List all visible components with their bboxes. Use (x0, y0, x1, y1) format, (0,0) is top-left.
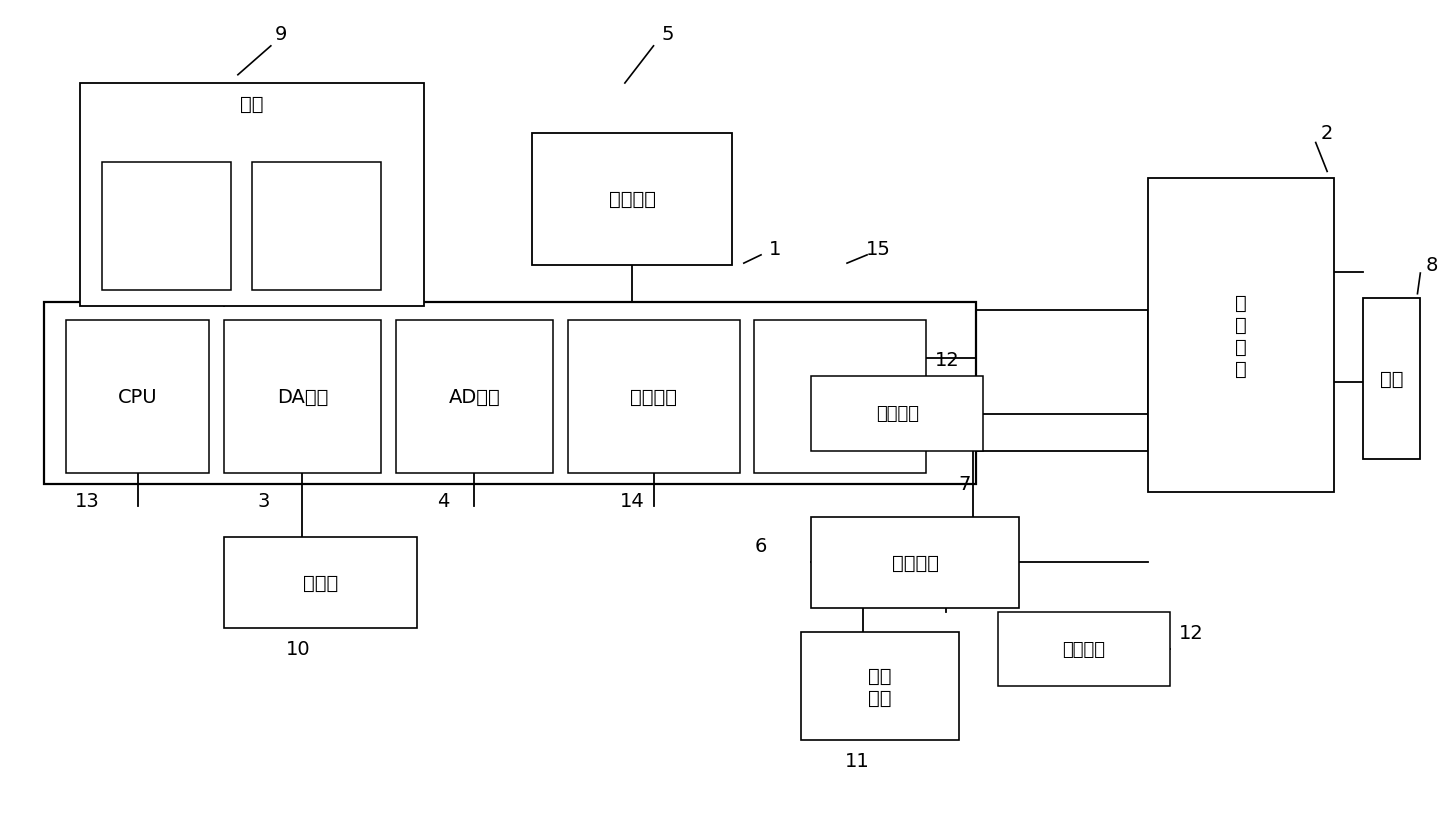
Text: 通讯模块: 通讯模块 (816, 388, 864, 407)
Text: 终端电阻: 终端电阻 (1063, 640, 1104, 658)
Bar (396, 320, 553, 474)
Text: AD模块: AD模块 (448, 388, 500, 407)
Text: 输出
电压: 输出 电压 (156, 207, 177, 246)
Text: 7: 7 (959, 474, 971, 493)
Text: 变
频
系
统: 变 频 系 统 (1236, 293, 1247, 378)
Text: 远程
开关: 远程 开关 (868, 666, 891, 707)
Text: 远程输入: 远程输入 (891, 553, 939, 572)
Text: 11: 11 (845, 751, 870, 770)
Text: 仪表: 仪表 (240, 95, 264, 114)
Bar (567, 320, 740, 474)
Text: 15: 15 (865, 239, 891, 258)
Bar (811, 518, 1020, 608)
Bar (252, 162, 382, 291)
Bar (1148, 179, 1335, 493)
Text: 13: 13 (75, 491, 99, 510)
Text: 远程监视: 远程监视 (609, 190, 655, 209)
Bar (45, 302, 976, 484)
Text: 电机: 电机 (1380, 369, 1404, 388)
Bar (223, 320, 382, 474)
Text: 2: 2 (1320, 124, 1333, 143)
Bar (998, 612, 1169, 686)
Text: 6: 6 (755, 537, 768, 556)
Text: 5: 5 (661, 25, 674, 44)
Bar (102, 162, 230, 291)
Text: CPU: CPU (118, 388, 157, 407)
Text: 4: 4 (436, 491, 449, 510)
Bar (811, 377, 984, 451)
Bar (66, 320, 209, 474)
Text: 12: 12 (935, 351, 959, 370)
Bar (755, 320, 926, 474)
Text: 网络模块: 网络模块 (631, 388, 677, 407)
Text: 终端电阻: 终端电阻 (876, 405, 919, 423)
Text: 9: 9 (275, 25, 287, 44)
Bar (531, 133, 733, 266)
Text: 10: 10 (285, 640, 311, 659)
Text: 1: 1 (769, 239, 782, 258)
Text: 14: 14 (619, 491, 645, 510)
Bar (801, 633, 959, 740)
Bar (223, 537, 418, 628)
Bar (1364, 298, 1420, 460)
Bar (81, 84, 425, 306)
Text: DA模块: DA模块 (276, 388, 328, 407)
Text: 调速器: 调速器 (302, 574, 338, 593)
Text: 12: 12 (1178, 623, 1204, 643)
Text: 3: 3 (258, 491, 269, 510)
Text: 8: 8 (1426, 256, 1439, 275)
Text: 频率
测定: 频率 测定 (305, 207, 327, 246)
